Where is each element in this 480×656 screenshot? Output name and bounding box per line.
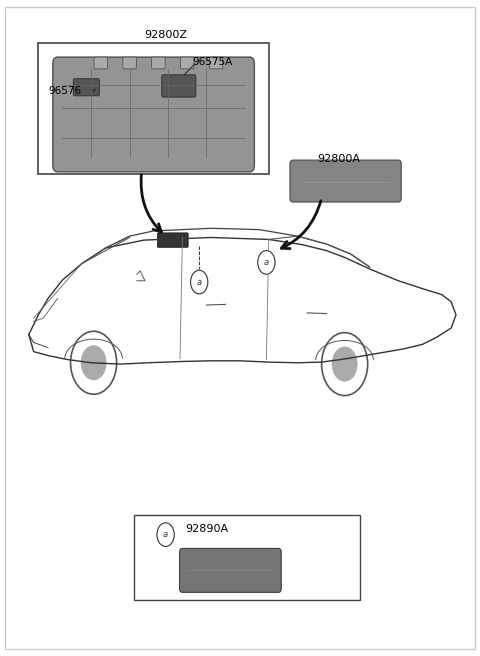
Circle shape — [258, 251, 275, 274]
FancyBboxPatch shape — [290, 160, 401, 202]
Text: a: a — [197, 277, 202, 287]
Circle shape — [81, 346, 106, 380]
Text: 96575A: 96575A — [192, 56, 232, 67]
FancyBboxPatch shape — [152, 57, 165, 69]
Circle shape — [191, 270, 208, 294]
FancyBboxPatch shape — [180, 57, 194, 69]
Text: 92800A: 92800A — [317, 154, 360, 165]
Text: a: a — [264, 258, 269, 267]
FancyBboxPatch shape — [123, 57, 136, 69]
Text: 92890A: 92890A — [185, 524, 228, 535]
FancyBboxPatch shape — [53, 57, 254, 172]
FancyBboxPatch shape — [209, 57, 223, 69]
Bar — [38, 43, 269, 174]
Circle shape — [332, 347, 357, 381]
FancyBboxPatch shape — [162, 75, 196, 97]
Circle shape — [157, 523, 174, 546]
Text: 92800Z: 92800Z — [144, 30, 187, 40]
Text: 96576: 96576 — [48, 85, 81, 96]
Bar — [134, 515, 360, 600]
Text: a: a — [163, 530, 168, 539]
FancyBboxPatch shape — [73, 79, 99, 96]
FancyBboxPatch shape — [157, 233, 188, 247]
FancyBboxPatch shape — [94, 57, 108, 69]
FancyBboxPatch shape — [180, 548, 281, 592]
